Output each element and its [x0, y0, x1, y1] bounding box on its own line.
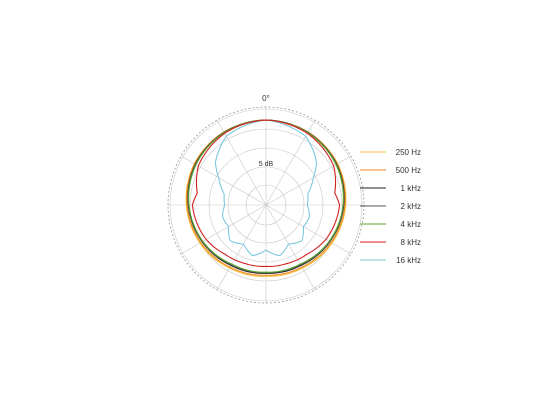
grid-ring: [189, 128, 343, 282]
grid-ring: [245, 184, 287, 226]
series-curve-4-khz: [188, 119, 344, 273]
polar-curves: [185, 119, 347, 277]
legend-label: 1 kHz: [401, 184, 421, 193]
grid-ring: [169, 108, 363, 302]
series-curve-500-hz: [186, 119, 346, 276]
legend-label: 4 kHz: [401, 220, 421, 229]
polar-grid: [167, 106, 365, 304]
grid-ring: [208, 147, 324, 263]
radial-scale-label: 5 dB: [259, 161, 274, 168]
legend-label: 500 Hz: [396, 166, 421, 175]
legend-label: 250 Hz: [396, 148, 421, 157]
grid-spoke: [265, 204, 352, 255]
grid-ring-outer: [167, 106, 365, 304]
grid-spoke: [265, 119, 316, 206]
legend: 250 Hz 500 Hz 1 kHz 2 kHz 4 kHz 8 kHz 16 kHz: [360, 148, 421, 265]
legend-label: 16 kHz: [396, 256, 421, 265]
legend-label: 2 kHz: [401, 202, 421, 211]
grid-spoke: [216, 204, 267, 291]
grid-spoke: [180, 204, 267, 255]
series-curve-8-khz: [191, 119, 341, 268]
angle-zero-label: 0°: [262, 94, 270, 103]
grid-spoke: [265, 204, 316, 291]
grid-spoke: [216, 119, 267, 206]
series-curve-16-khz: [214, 119, 318, 257]
grid-ring: [227, 166, 305, 244]
legend-label: 8 kHz: [401, 238, 421, 247]
